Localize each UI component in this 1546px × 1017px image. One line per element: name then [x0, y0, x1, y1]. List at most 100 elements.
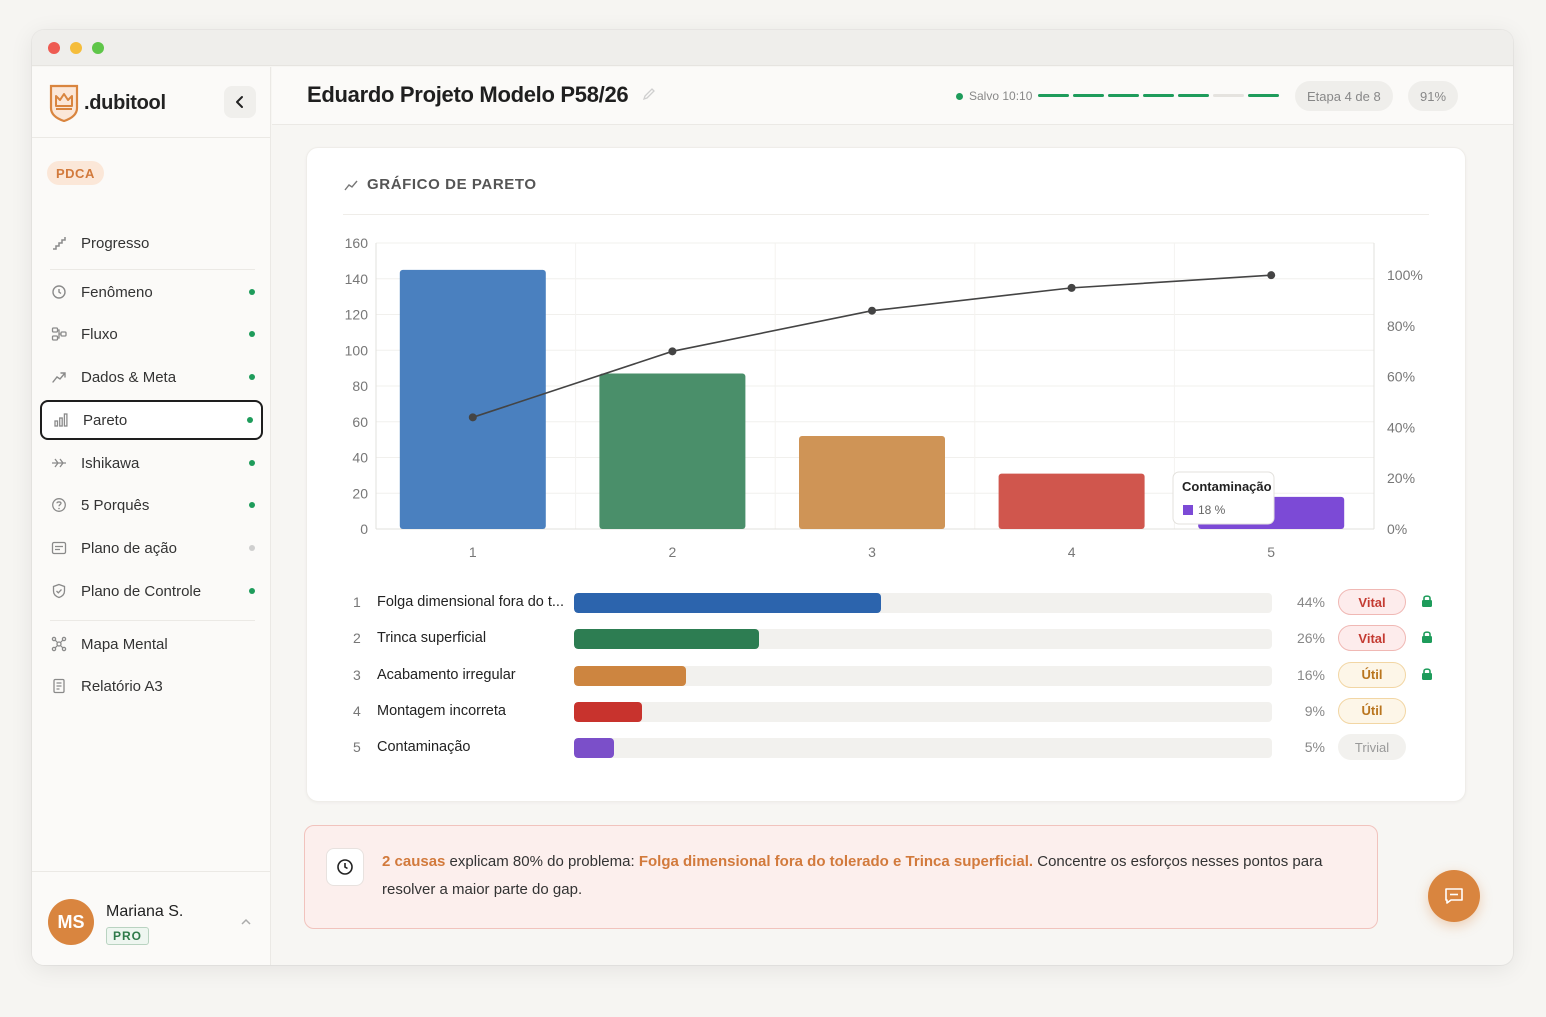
flow-icon	[50, 325, 68, 343]
y2-tick-label: 40%	[1387, 419, 1415, 435]
y-tick-label: 140	[345, 271, 369, 287]
sidebar-item-plano-de-controle[interactable]: Plano de Controle	[40, 571, 263, 611]
document-icon	[50, 677, 68, 695]
insight-text: 2 causas explicam 80% do problema: Folga…	[382, 848, 1362, 904]
pareto-bar	[399, 269, 546, 529]
cause-index: 1	[353, 594, 361, 610]
close-window-button[interactable]	[48, 42, 60, 54]
cause-percent: 26%	[1296, 630, 1325, 647]
pareto-bar	[799, 436, 945, 529]
sidebar-item-relatorio-a3[interactable]: Relatório A3	[40, 666, 263, 706]
pareto-bar	[998, 473, 1145, 529]
user-menu[interactable]: MS Mariana S. PRO	[48, 899, 258, 949]
brand-logo[interactable]: .dubitool	[48, 84, 166, 122]
save-status: Salvo 10:10	[956, 89, 1032, 103]
cause-row[interactable]: 2 Trinca superficial 26% Vital	[343, 625, 1443, 653]
saved-dot	[956, 92, 963, 100]
sidebar-item-label: Relatório A3	[81, 677, 163, 695]
collapse-sidebar-button[interactable]	[224, 86, 256, 118]
x-tick-label: 1	[469, 544, 477, 560]
y-tick-label: 120	[345, 307, 369, 323]
mind-map-icon	[50, 635, 68, 653]
lock-icon[interactable]	[1421, 630, 1433, 649]
cause-bar-fill	[574, 701, 642, 722]
cause-name: Montagem incorreta	[377, 702, 506, 719]
project-title[interactable]: Eduardo Projeto Modelo P58/26	[307, 82, 629, 107]
cause-class-tag[interactable]: Vital	[1338, 625, 1406, 652]
progress-step	[1178, 94, 1209, 97]
sidebar-item-pareto[interactable]: Pareto	[40, 400, 263, 440]
title-bar	[32, 30, 1513, 66]
status-dot	[249, 374, 255, 380]
cause-index: 4	[353, 702, 361, 719]
cause-percent: 5%	[1304, 739, 1325, 756]
sidebar-item-plano-de-acao[interactable]: Plano de ação	[40, 528, 263, 568]
sidebar-item-5-porques[interactable]: 5 Porquês	[40, 485, 263, 525]
cause-name: Contaminação	[377, 739, 471, 756]
sidebar-item-dados-meta[interactable]: Dados & Meta	[40, 357, 263, 397]
cumulative-point	[868, 306, 876, 315]
y2-tick-label: 80%	[1387, 318, 1415, 334]
cause-percent: 44%	[1296, 594, 1325, 610]
avatar: MS	[48, 899, 94, 945]
tooltip-swatch	[1183, 505, 1193, 515]
sidebar-item-ishikawa[interactable]: Ishikawa	[40, 443, 263, 483]
cause-row[interactable]: 4 Montagem incorreta 9% Útil	[343, 697, 1443, 726]
shield-icon	[50, 582, 68, 600]
cause-bar-track	[574, 629, 1272, 650]
progress-step	[1073, 94, 1104, 97]
chevron-left-icon	[236, 96, 243, 108]
minimize-window-button[interactable]	[70, 42, 82, 54]
cause-row[interactable]: 1 Folga dimensional fora do t... 44% Vital	[343, 589, 1443, 617]
cause-percent: 16%	[1296, 666, 1325, 683]
x-tick-label: 2	[669, 544, 677, 560]
cause-name: Acabamento irregular	[377, 666, 516, 683]
insight-lead: 2 causas	[382, 853, 446, 870]
sidebar-item-mapa-mental[interactable]: Mapa Mental	[40, 624, 263, 664]
lock-icon[interactable]	[1421, 594, 1433, 613]
stairs-icon	[50, 234, 68, 252]
status-dot	[249, 502, 255, 508]
cumulative-line	[472, 274, 1272, 419]
pencil-icon[interactable]	[642, 87, 656, 106]
insight-banner: 2 causas explicam 80% do problema: Folga…	[304, 825, 1378, 929]
sidebar-item-label: Ishikawa	[81, 454, 140, 472]
chevron-up-icon[interactable]	[240, 915, 252, 933]
y-tick-label: 40	[352, 450, 368, 466]
card-title: GRÁFICO DE PARETO	[367, 176, 537, 193]
sidebar-item-label: Fenômeno	[81, 283, 153, 301]
cause-class-tag[interactable]: Útil	[1338, 697, 1406, 724]
y-tick-label: 60	[352, 414, 368, 430]
chat-button[interactable]	[1428, 870, 1480, 922]
status-dot	[249, 460, 255, 466]
cause-index: 5	[353, 739, 361, 756]
cause-row[interactable]: 5 Contaminação 5% Trivial	[343, 734, 1443, 762]
cumulative-point	[1067, 283, 1076, 292]
cause-name: Trinca superficial	[377, 630, 487, 647]
sidebar-item-label: Plano de Controle	[81, 582, 202, 600]
sidebar-item-fluxo[interactable]: Fluxo	[40, 314, 263, 354]
x-tick-label: 4	[1068, 544, 1076, 560]
status-dot	[249, 545, 255, 551]
question-icon	[50, 496, 68, 514]
fishbone-icon	[50, 454, 68, 472]
cause-name: Folga dimensional fora do t...	[377, 594, 564, 610]
sidebar-item-label: Mapa Mental	[81, 635, 168, 653]
cause-class-tag[interactable]: Trivial	[1338, 734, 1406, 761]
status-dot	[249, 331, 255, 337]
cause-bar-track	[574, 738, 1272, 759]
brand-name: .dubitool	[84, 91, 166, 114]
sidebar-divider	[32, 871, 271, 872]
card-divider	[343, 214, 1429, 215]
lock-icon[interactable]	[1421, 667, 1433, 686]
chat-bubble-icon	[1445, 888, 1463, 904]
sidebar-item-label: Dados & Meta	[81, 368, 177, 386]
cause-class-tag[interactable]: Útil	[1338, 661, 1406, 688]
sidebar-item-progresso[interactable]: Progresso	[40, 223, 263, 263]
save-status-text: Salvo 10:10	[969, 89, 1033, 103]
percent-pill: 91%	[1408, 81, 1459, 111]
sidebar-item-fenomeno[interactable]: Fenômeno	[40, 272, 263, 312]
cause-row[interactable]: 3 Acabamento irregular 16% Útil	[343, 661, 1443, 690]
cause-class-tag[interactable]: Vital	[1338, 589, 1406, 615]
maximize-window-button[interactable]	[92, 42, 104, 54]
